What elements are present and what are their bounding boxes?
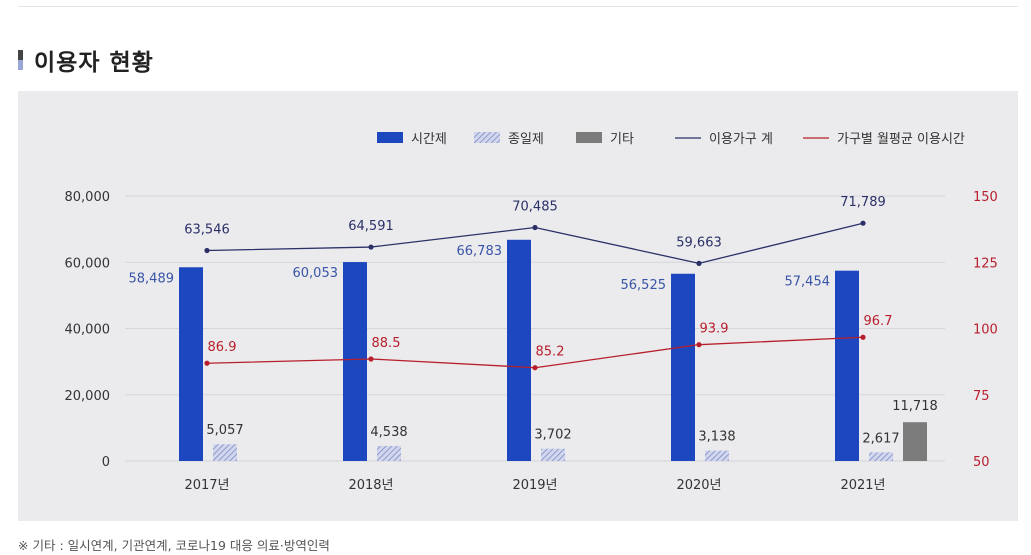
label-part-time: 58,489: [129, 271, 175, 286]
footnote: ※ 기타 : 일시연계, 기관연계, 코로나19 대응 의료·방역인력: [18, 535, 330, 554]
label-part-time: 56,525: [621, 278, 667, 293]
label-part-time: 60,053: [293, 266, 339, 281]
legend: 시간제 종일제 기타 이용가구 계 가구별 월평균 이용시간: [377, 132, 965, 147]
label-households-total: 64,591: [348, 219, 394, 234]
bar-full-time: [705, 450, 729, 461]
label-full-time: 4,538: [370, 425, 407, 440]
legend-swatch-part-time: [377, 132, 403, 143]
point-monthly-hours: [368, 356, 374, 362]
bar-full-time: [869, 452, 893, 461]
heading-marker-icon: [18, 50, 23, 70]
x-axis-tick-label: 2020년: [676, 478, 721, 493]
label-full-time: 3,702: [534, 428, 571, 443]
label-full-time: 5,057: [206, 423, 243, 438]
legend-swatch-other: [576, 132, 602, 143]
label-other: 11,718: [892, 399, 938, 414]
legend-label-households-total: 이용가구 계: [709, 132, 773, 147]
section-title: 이용자 현황: [34, 50, 154, 76]
label-households-total: 71,789: [840, 195, 886, 210]
left-axis-tick-label: 60,000: [65, 256, 111, 271]
bar-part-time: [507, 239, 531, 461]
point-monthly-hours: [204, 360, 210, 366]
left-axis-tick-label: 80,000: [65, 190, 111, 205]
label-full-time: 3,138: [698, 430, 735, 445]
x-axis-tick-label: 2017년: [184, 478, 229, 493]
x-axis-tick-label: 2019년: [512, 478, 557, 493]
note-mark: ※: [18, 538, 29, 553]
right-axis-ticks: 50 75 100 125 150: [973, 190, 998, 470]
section-heading: 이용자 현황: [18, 44, 154, 76]
label-households-total: 63,546: [184, 223, 230, 238]
bar-full-time: [377, 445, 401, 461]
right-axis-tick-label: 75: [973, 389, 990, 404]
left-axis-ticks: 0 20,000 40,000 60,000 80,000: [65, 190, 111, 470]
label-monthly-hours: 88.5: [372, 336, 401, 351]
point-monthly-hours: [696, 342, 702, 348]
legend-swatch-full-time: [474, 132, 500, 143]
label-part-time: 57,454: [785, 275, 831, 290]
legend-label-other: 기타: [610, 132, 634, 147]
bar-other: [903, 422, 927, 461]
left-axis-tick-label: 40,000: [65, 323, 111, 338]
bar-part-time: [835, 270, 859, 461]
line-series: [204, 220, 866, 371]
label-monthly-hours: 85.2: [536, 345, 565, 360]
right-axis-tick-label: 100: [973, 323, 998, 338]
bar-full-time: [541, 448, 565, 461]
label-households-total: 70,485: [512, 200, 558, 215]
label-monthly-hours: 96.7: [864, 314, 893, 329]
bar-full-time: [213, 444, 237, 461]
label-households-total: 59,663: [676, 235, 722, 250]
left-axis-tick-label: 20,000: [65, 389, 111, 404]
bar-part-time: [179, 267, 203, 461]
point-households-total: [368, 244, 374, 250]
legend-label-part-time: 시간제: [411, 132, 447, 147]
left-axis-tick-label: 0: [102, 455, 110, 470]
bars: [179, 239, 927, 461]
legend-label-full-time: 종일제: [508, 132, 544, 147]
x-axis-tick-label: 2018년: [348, 478, 393, 493]
point-households-total: [696, 260, 702, 266]
x-axis-labels: 2017년 2018년 2019년 2020년 2021년: [184, 478, 885, 493]
data-labels: 58,489 5,057 63,546 86.9 60,053 4,538 64,591 88…: [129, 195, 938, 446]
point-monthly-hours: [532, 365, 538, 371]
top-divider: [18, 6, 1018, 7]
note-text: 기타 : 일시연계, 기관연계, 코로나19 대응 의료·방역인력: [32, 538, 330, 553]
label-monthly-hours: 86.9: [208, 340, 237, 355]
grid-lines: [125, 195, 945, 462]
x-axis-tick-label: 2021년: [840, 478, 885, 493]
right-axis-tick-label: 50: [973, 455, 990, 470]
right-axis-tick-label: 150: [973, 190, 998, 205]
point-households-total: [532, 224, 538, 231]
label-part-time: 66,783: [457, 244, 503, 259]
point-households-total: [204, 247, 210, 254]
label-full-time: 2,617: [862, 431, 899, 446]
point-monthly-hours: [860, 334, 866, 340]
bar-part-time: [343, 262, 367, 461]
label-monthly-hours: 93.9: [700, 322, 729, 337]
point-households-total: [860, 220, 866, 226]
bar-part-time: [671, 273, 695, 461]
legend-label-monthly-hours: 가구별 월평균 이용시간: [837, 132, 965, 147]
right-axis-tick-label: 125: [973, 256, 998, 271]
